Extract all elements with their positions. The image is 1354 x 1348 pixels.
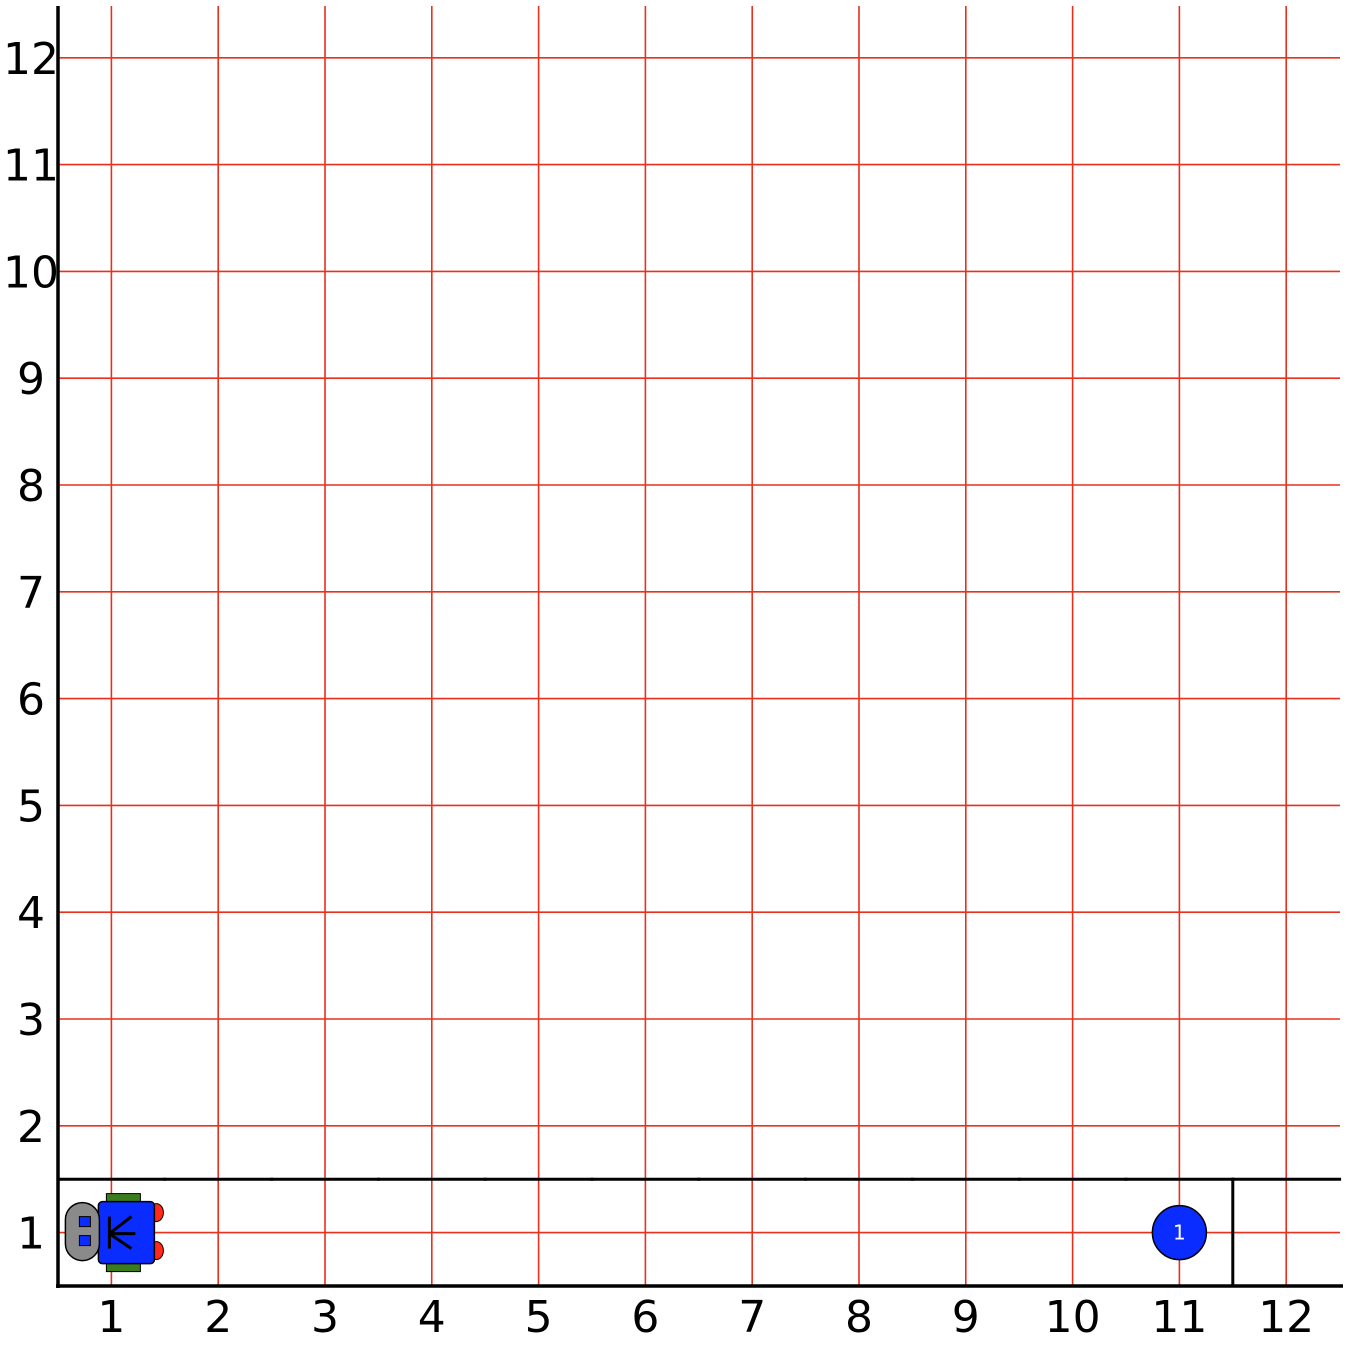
- x-tick-label: 12: [1258, 1292, 1314, 1343]
- y-tick-label: 3: [17, 995, 45, 1046]
- x-tick-label: 11: [1151, 1292, 1207, 1343]
- x-tick-label: 4: [418, 1292, 446, 1343]
- y-tick-label: 11: [3, 141, 59, 192]
- robot: [64, 1193, 164, 1273]
- x-tick-label: 9: [952, 1292, 980, 1343]
- y-tick-label: 6: [17, 675, 45, 726]
- y-tick-label: 12: [3, 34, 59, 85]
- x-tick-label: 8: [845, 1292, 873, 1343]
- walls: [56, 1177, 1342, 1288]
- y-tick-label: 2: [17, 1102, 45, 1153]
- grid-lines: [58, 6, 1340, 1286]
- y-tick-label: 4: [17, 888, 45, 939]
- y-tick-label: 8: [17, 461, 45, 512]
- robot-karel: [64, 1193, 164, 1273]
- beepers: 1: [1151, 1204, 1208, 1261]
- x-tick-label: 5: [525, 1292, 553, 1343]
- y-tick-label: 9: [17, 354, 45, 405]
- robot-eye-top: [78, 1216, 91, 1228]
- x-tick-label: 7: [738, 1292, 766, 1343]
- y-tick-label: 5: [17, 781, 45, 832]
- beeper-count: 1: [1173, 1221, 1186, 1245]
- y-tick-label: 10: [3, 247, 59, 298]
- robot-head: [64, 1201, 101, 1262]
- x-tick-label: 6: [631, 1292, 659, 1343]
- beeper-circle: [1151, 1204, 1208, 1261]
- x-tick-label: 2: [204, 1292, 232, 1343]
- beeper: 1: [1151, 1204, 1208, 1261]
- x-tick-label: 10: [1045, 1292, 1101, 1343]
- robot-eye-bottom: [78, 1235, 91, 1247]
- x-tick-label: 3: [311, 1292, 339, 1343]
- x-tick-label: 1: [97, 1292, 125, 1343]
- y-tick-label: 7: [17, 568, 45, 619]
- y-tick-label: 1: [17, 1209, 45, 1260]
- robot-k-mark: [107, 1215, 136, 1250]
- axes: [56, 6, 1343, 1288]
